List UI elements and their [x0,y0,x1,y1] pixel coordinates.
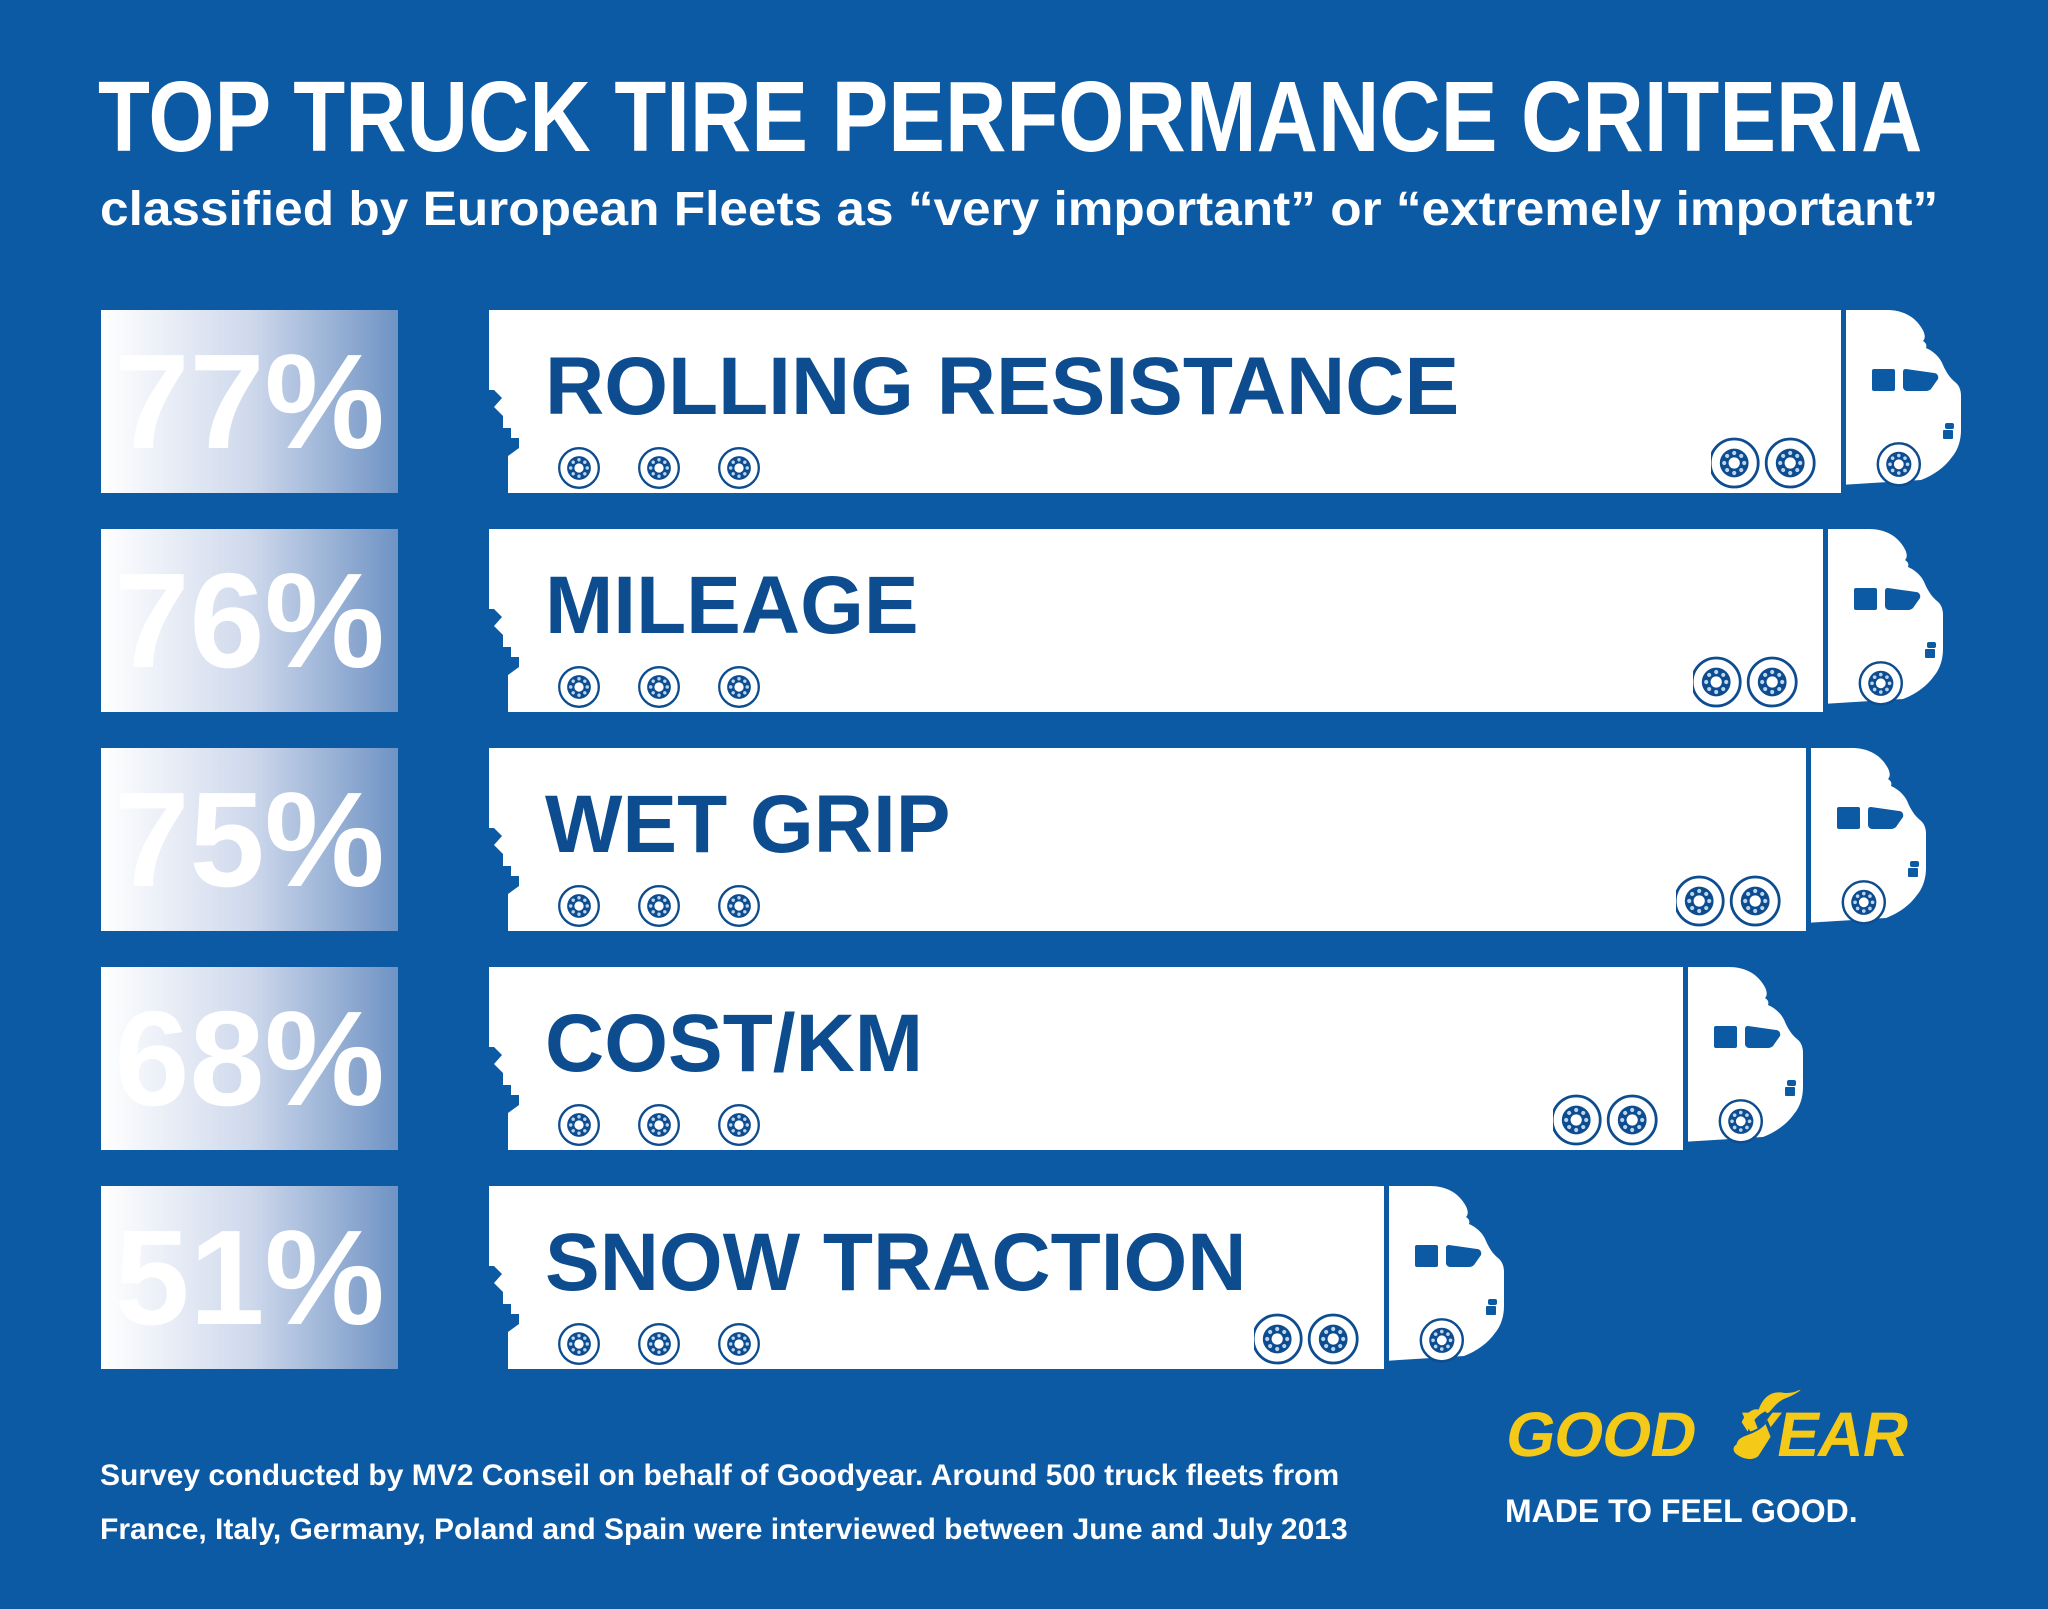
svg-text:GOOD: GOOD [1505,1400,1702,1469]
